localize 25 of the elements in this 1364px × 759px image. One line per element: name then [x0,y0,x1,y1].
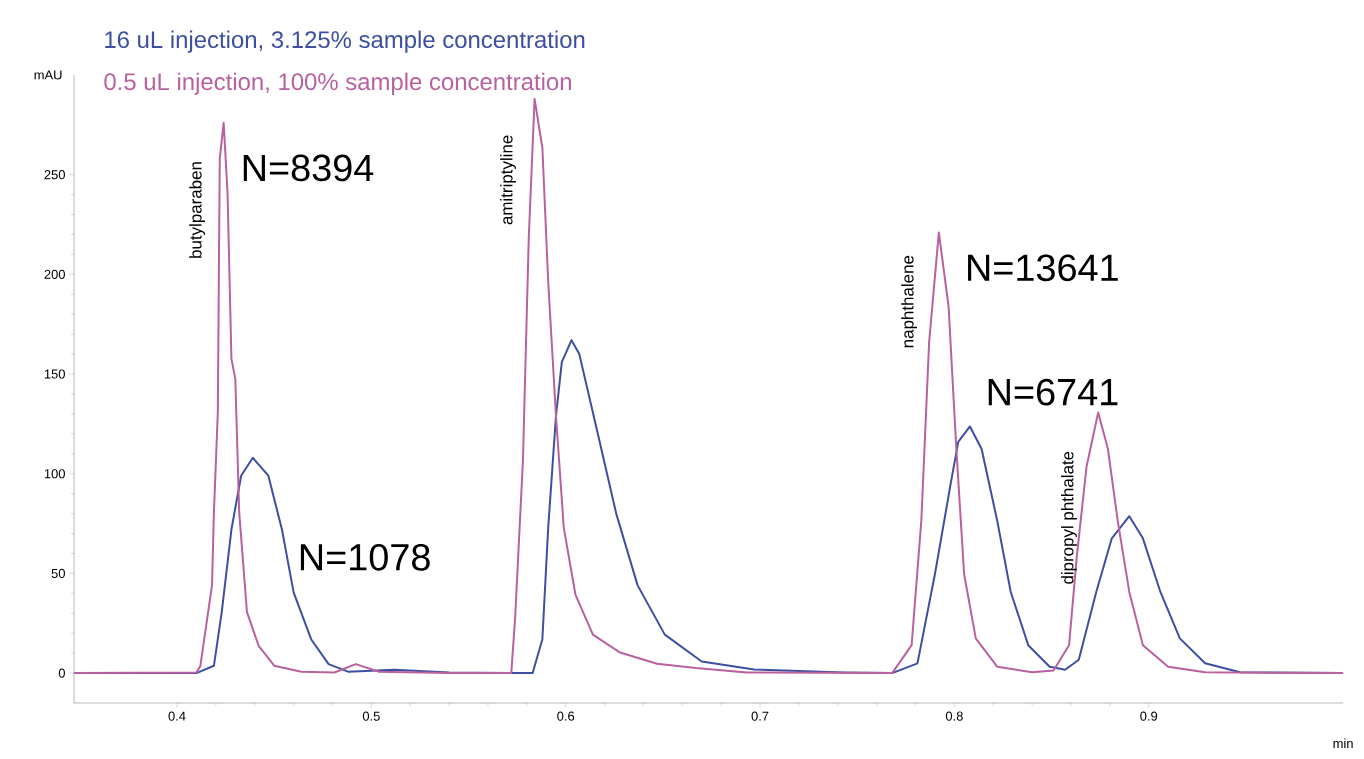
y-tick-label: 0 [58,668,65,678]
y-tick-label: 50 [51,568,65,578]
annotation: N=13641 [968,254,1118,282]
y-axis-title: mAU [34,70,62,80]
x-tick-label: 0.9 [1140,711,1158,721]
y-tick-label: 150 [44,369,65,379]
x-tick-label: 0.7 [751,711,769,721]
x-axis-title: min [1333,738,1353,748]
annotation: dipropyl phthalate [1061,451,1077,584]
line-series [73,97,1345,675]
annotation: N=1078 [300,543,430,571]
annotation: N=8394 [243,154,374,182]
x-tick-label: 0.4 [168,711,186,721]
x-tick-label: 0.8 [945,711,963,721]
annotation: N=6741 [988,378,1118,406]
text: 16 uL injection, 3.125% sample concentration [105,30,585,53]
annotation: butylparaben [189,162,205,258]
x-tick-label: 0.5 [362,711,380,721]
annotation: naphthalene [901,255,917,348]
series-label: 0.5 uL injection, 100% sample concentration [104,72,571,95]
y-tick-label: 100 [44,469,65,479]
x-tick-label: 0.6 [557,711,575,721]
annotation: amitriptyline [500,135,516,225]
y-tick-label: 200 [44,269,65,279]
y-tick-label: 250 [44,170,65,180]
